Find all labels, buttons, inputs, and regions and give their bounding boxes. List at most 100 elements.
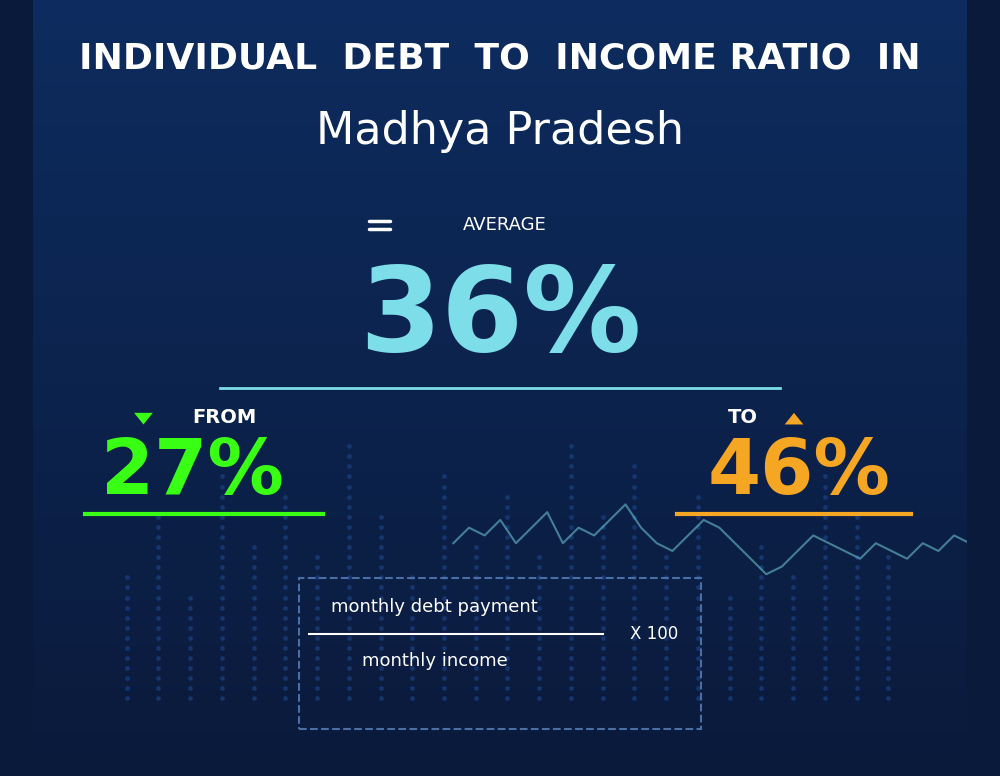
Bar bbox=[33, 137, 967, 140]
Bar bbox=[33, 288, 967, 291]
Bar bbox=[33, 358, 967, 361]
Bar bbox=[33, 582, 967, 585]
Bar bbox=[33, 752, 967, 755]
Bar bbox=[33, 0, 967, 3]
Bar bbox=[33, 521, 967, 525]
Bar bbox=[33, 106, 967, 109]
Bar bbox=[33, 331, 967, 334]
Bar bbox=[33, 118, 967, 121]
Polygon shape bbox=[134, 413, 153, 424]
Bar bbox=[33, 300, 967, 303]
Bar bbox=[33, 464, 967, 467]
Text: FROM: FROM bbox=[193, 408, 257, 427]
Bar bbox=[33, 18, 967, 21]
Bar bbox=[33, 509, 967, 512]
Bar bbox=[33, 258, 967, 261]
Bar bbox=[33, 178, 967, 182]
Bar bbox=[33, 285, 967, 288]
Bar bbox=[33, 54, 967, 57]
Bar bbox=[33, 51, 967, 54]
Bar bbox=[33, 240, 967, 242]
Bar bbox=[33, 151, 967, 154]
Bar bbox=[33, 434, 967, 436]
Bar bbox=[33, 182, 967, 185]
Bar bbox=[33, 418, 967, 421]
Bar bbox=[33, 579, 967, 582]
Bar bbox=[33, 140, 967, 143]
Bar bbox=[33, 670, 967, 673]
Text: 46%: 46% bbox=[707, 436, 890, 511]
Bar bbox=[33, 576, 967, 579]
Bar bbox=[33, 749, 967, 752]
Bar bbox=[33, 85, 967, 88]
Bar bbox=[33, 476, 967, 479]
Bar bbox=[33, 64, 967, 67]
Bar bbox=[33, 76, 967, 79]
Bar bbox=[33, 691, 967, 695]
Bar bbox=[33, 81, 967, 85]
Bar bbox=[33, 703, 967, 706]
Bar bbox=[33, 695, 967, 697]
Bar bbox=[33, 552, 967, 555]
Bar bbox=[33, 412, 967, 415]
Bar bbox=[33, 291, 967, 294]
Bar bbox=[33, 618, 967, 622]
Bar bbox=[33, 385, 967, 388]
Bar bbox=[33, 148, 967, 151]
Bar bbox=[33, 255, 967, 258]
Bar bbox=[33, 424, 967, 428]
Bar bbox=[33, 503, 967, 506]
Bar bbox=[33, 242, 967, 245]
Bar bbox=[33, 251, 967, 255]
Bar bbox=[33, 600, 967, 603]
Bar bbox=[33, 428, 967, 431]
Bar bbox=[33, 622, 967, 625]
Bar bbox=[33, 685, 967, 688]
Bar bbox=[33, 88, 967, 91]
Bar bbox=[33, 27, 967, 30]
Bar bbox=[33, 525, 967, 528]
Bar bbox=[33, 615, 967, 618]
Bar bbox=[33, 94, 967, 97]
Bar bbox=[33, 370, 967, 372]
Bar bbox=[33, 109, 967, 113]
Bar bbox=[33, 124, 967, 127]
Bar bbox=[33, 270, 967, 273]
Bar bbox=[33, 469, 967, 473]
Bar bbox=[33, 566, 967, 570]
Bar bbox=[33, 682, 967, 685]
Text: X 100: X 100 bbox=[630, 625, 678, 643]
Bar bbox=[33, 355, 967, 358]
Bar bbox=[33, 606, 967, 609]
Bar bbox=[33, 9, 967, 12]
Bar bbox=[33, 764, 967, 767]
Bar bbox=[33, 394, 967, 397]
Bar bbox=[33, 230, 967, 234]
Bar bbox=[33, 188, 967, 191]
Bar bbox=[33, 30, 967, 33]
Bar bbox=[33, 709, 967, 712]
Bar bbox=[33, 113, 967, 115]
Bar bbox=[33, 12, 967, 16]
Bar bbox=[33, 697, 967, 700]
Bar bbox=[33, 588, 967, 591]
Bar bbox=[33, 282, 967, 285]
Bar bbox=[33, 361, 967, 364]
Bar bbox=[33, 501, 967, 503]
Bar bbox=[33, 70, 967, 73]
Bar bbox=[33, 294, 967, 297]
Bar bbox=[33, 609, 967, 612]
Bar bbox=[33, 667, 967, 670]
Text: monthly debt payment: monthly debt payment bbox=[331, 598, 538, 616]
Bar bbox=[33, 643, 967, 646]
Bar bbox=[33, 388, 967, 391]
Bar bbox=[33, 449, 967, 452]
Bar bbox=[33, 673, 967, 676]
Bar bbox=[33, 40, 967, 43]
Bar bbox=[33, 337, 967, 340]
Bar bbox=[33, 755, 967, 758]
Bar bbox=[33, 491, 967, 494]
Bar bbox=[33, 176, 967, 178]
Bar bbox=[33, 458, 967, 461]
Bar bbox=[33, 3, 967, 6]
